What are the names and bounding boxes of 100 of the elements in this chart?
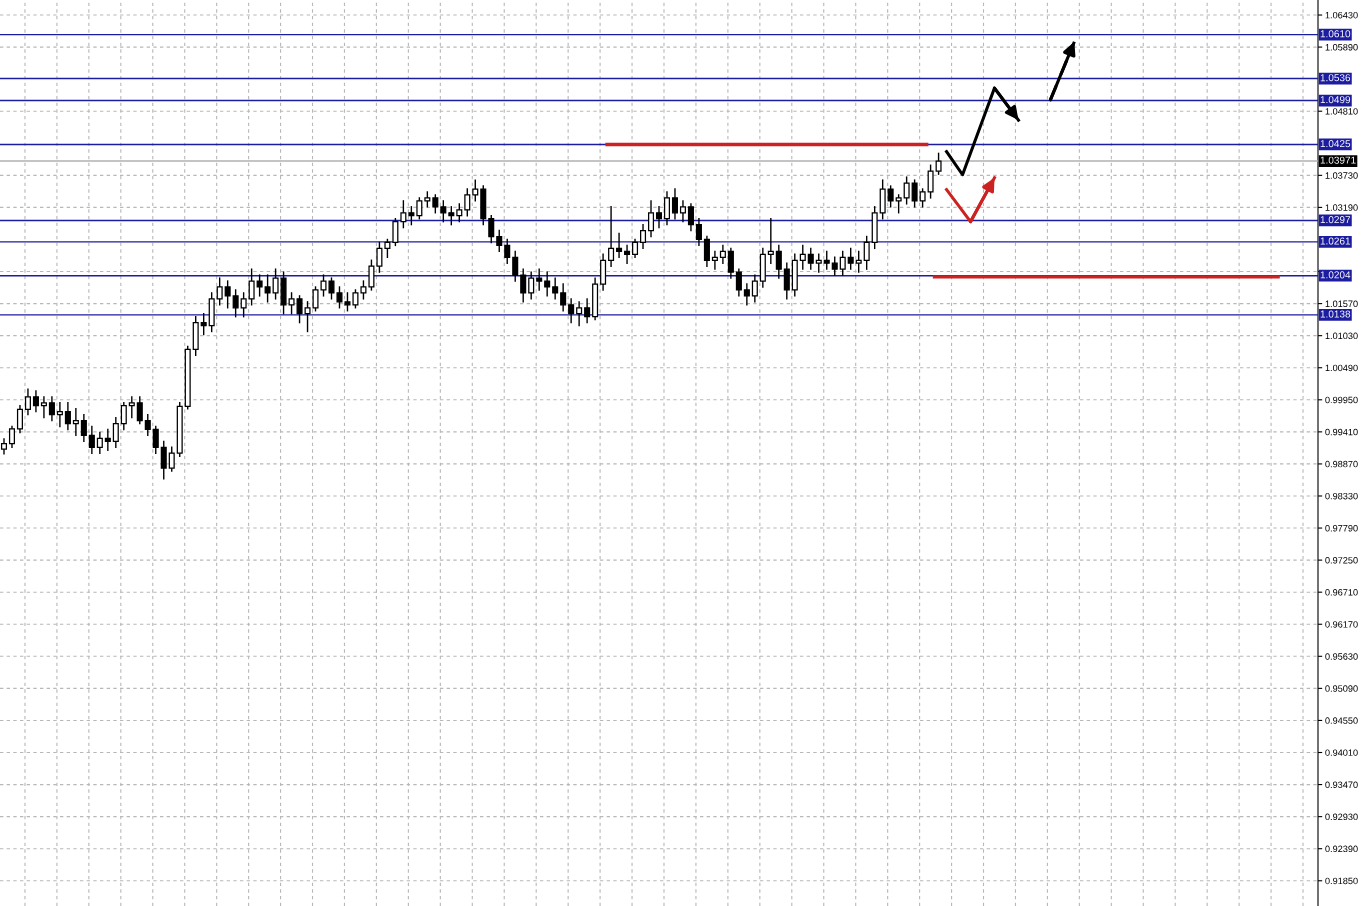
y-tick-label: 0.94550 (1325, 717, 1358, 724)
candlestick (783, 262, 790, 300)
y-tick-label: 0.92390 (1325, 845, 1358, 853)
candlestick (472, 179, 479, 202)
ref-line-label: 1.0425 (1320, 140, 1351, 148)
candlestick (608, 206, 615, 267)
candlestick (935, 152, 942, 175)
candlestick (735, 268, 742, 297)
candlestick (576, 301, 583, 327)
candlestick (248, 268, 255, 306)
candlestick (96, 431, 103, 454)
y-tick-label: 1.06430 (1325, 11, 1358, 19)
line-series (945, 86, 1020, 177)
candlestick (807, 247, 814, 270)
candlestick (600, 253, 607, 291)
y-tick-label: 0.99950 (1325, 396, 1358, 404)
candlestick (903, 176, 910, 205)
candlestick (560, 283, 567, 312)
candlestick (584, 298, 591, 324)
y-tick-label: 1.01030 (1325, 332, 1358, 340)
candlestick (536, 268, 543, 291)
candlestick (727, 247, 734, 279)
ref-line-label: 1.03971 (1320, 156, 1356, 164)
candlestick (136, 396, 143, 425)
candlestick (887, 185, 894, 208)
candlestick (8, 425, 16, 448)
y-tick-label: 1.03190 (1325, 204, 1358, 211)
candlestick (400, 200, 407, 229)
y-tick-label: 0.98330 (1325, 492, 1358, 500)
candlestick (847, 247, 854, 270)
candlestick (80, 413, 87, 443)
candlestick (64, 402, 71, 431)
y-tick-label: 0.94010 (1325, 749, 1358, 756)
candlestick (528, 271, 535, 300)
candlestick (376, 241, 383, 273)
candlestick (144, 413, 151, 437)
candlestick (552, 277, 559, 300)
candlestick (88, 425, 95, 454)
candlestick (272, 268, 279, 300)
candlestick (711, 250, 718, 270)
candlestick (703, 235, 710, 267)
candlestick (216, 277, 223, 306)
candlestick (624, 244, 631, 264)
candlestick (663, 191, 671, 226)
candlestick (504, 238, 511, 264)
ref-line-label: 1.0610 (1320, 30, 1351, 38)
candlestick (488, 215, 495, 244)
candlestick (104, 428, 111, 451)
candlestick (640, 223, 647, 250)
candlestick (775, 244, 782, 279)
candlestick (168, 446, 175, 472)
y-tick-label: 0.93470 (1325, 781, 1358, 788)
y-tick-label: 0.98870 (1325, 460, 1358, 468)
candlestick (616, 232, 623, 258)
candlestick (240, 292, 247, 318)
candlestick (0, 438, 8, 455)
candlestick (568, 298, 575, 324)
candlestick (392, 217, 399, 247)
candlestick (839, 250, 846, 276)
candlestick (719, 244, 726, 264)
candlestick (48, 396, 55, 422)
candlestick (855, 250, 862, 273)
candlestick (200, 313, 207, 336)
candlestick (767, 217, 774, 264)
candlestick (112, 416, 119, 448)
y-tick-label: 1.04810 (1325, 108, 1358, 115)
candlestick (160, 440, 167, 480)
candlestick (544, 271, 551, 297)
candlestick (256, 274, 263, 297)
candlestick (863, 235, 870, 270)
y-tick-label: 0.97790 (1325, 524, 1358, 532)
ref-line-label: 1.0138 (1320, 310, 1351, 318)
candlestick (671, 188, 678, 220)
ref-line-label: 1.0261 (1320, 237, 1351, 245)
ref-line-label: 1.0297 (1320, 216, 1351, 224)
candlestick (264, 274, 271, 303)
y-tick-label: 1.03730 (1325, 172, 1358, 179)
candlestick (464, 188, 471, 217)
y-tick-label: 1.01570 (1325, 300, 1358, 308)
candlestick (128, 396, 135, 419)
candlestick (687, 203, 694, 232)
candlestick (72, 408, 79, 437)
candlestick (911, 179, 918, 208)
candlestick (496, 229, 503, 253)
candlestick (743, 283, 750, 306)
candlestick (120, 402, 127, 431)
candlestick (655, 206, 663, 229)
candlestick (224, 280, 231, 309)
ref-line-label: 1.0204 (1320, 271, 1351, 279)
y-tick-label: 0.92930 (1325, 813, 1358, 821)
y-tick-label: 0.95090 (1325, 685, 1358, 692)
y-tick-label: 0.96710 (1325, 589, 1358, 596)
candlestick (440, 200, 447, 223)
candlestick (368, 259, 375, 291)
candlestick (56, 402, 63, 428)
candlestick (152, 425, 159, 454)
ref-line-label: 1.0499 (1320, 96, 1351, 104)
candlestick (512, 250, 519, 282)
ref-line-label: 1.0536 (1320, 74, 1351, 82)
candlestick (40, 396, 47, 419)
